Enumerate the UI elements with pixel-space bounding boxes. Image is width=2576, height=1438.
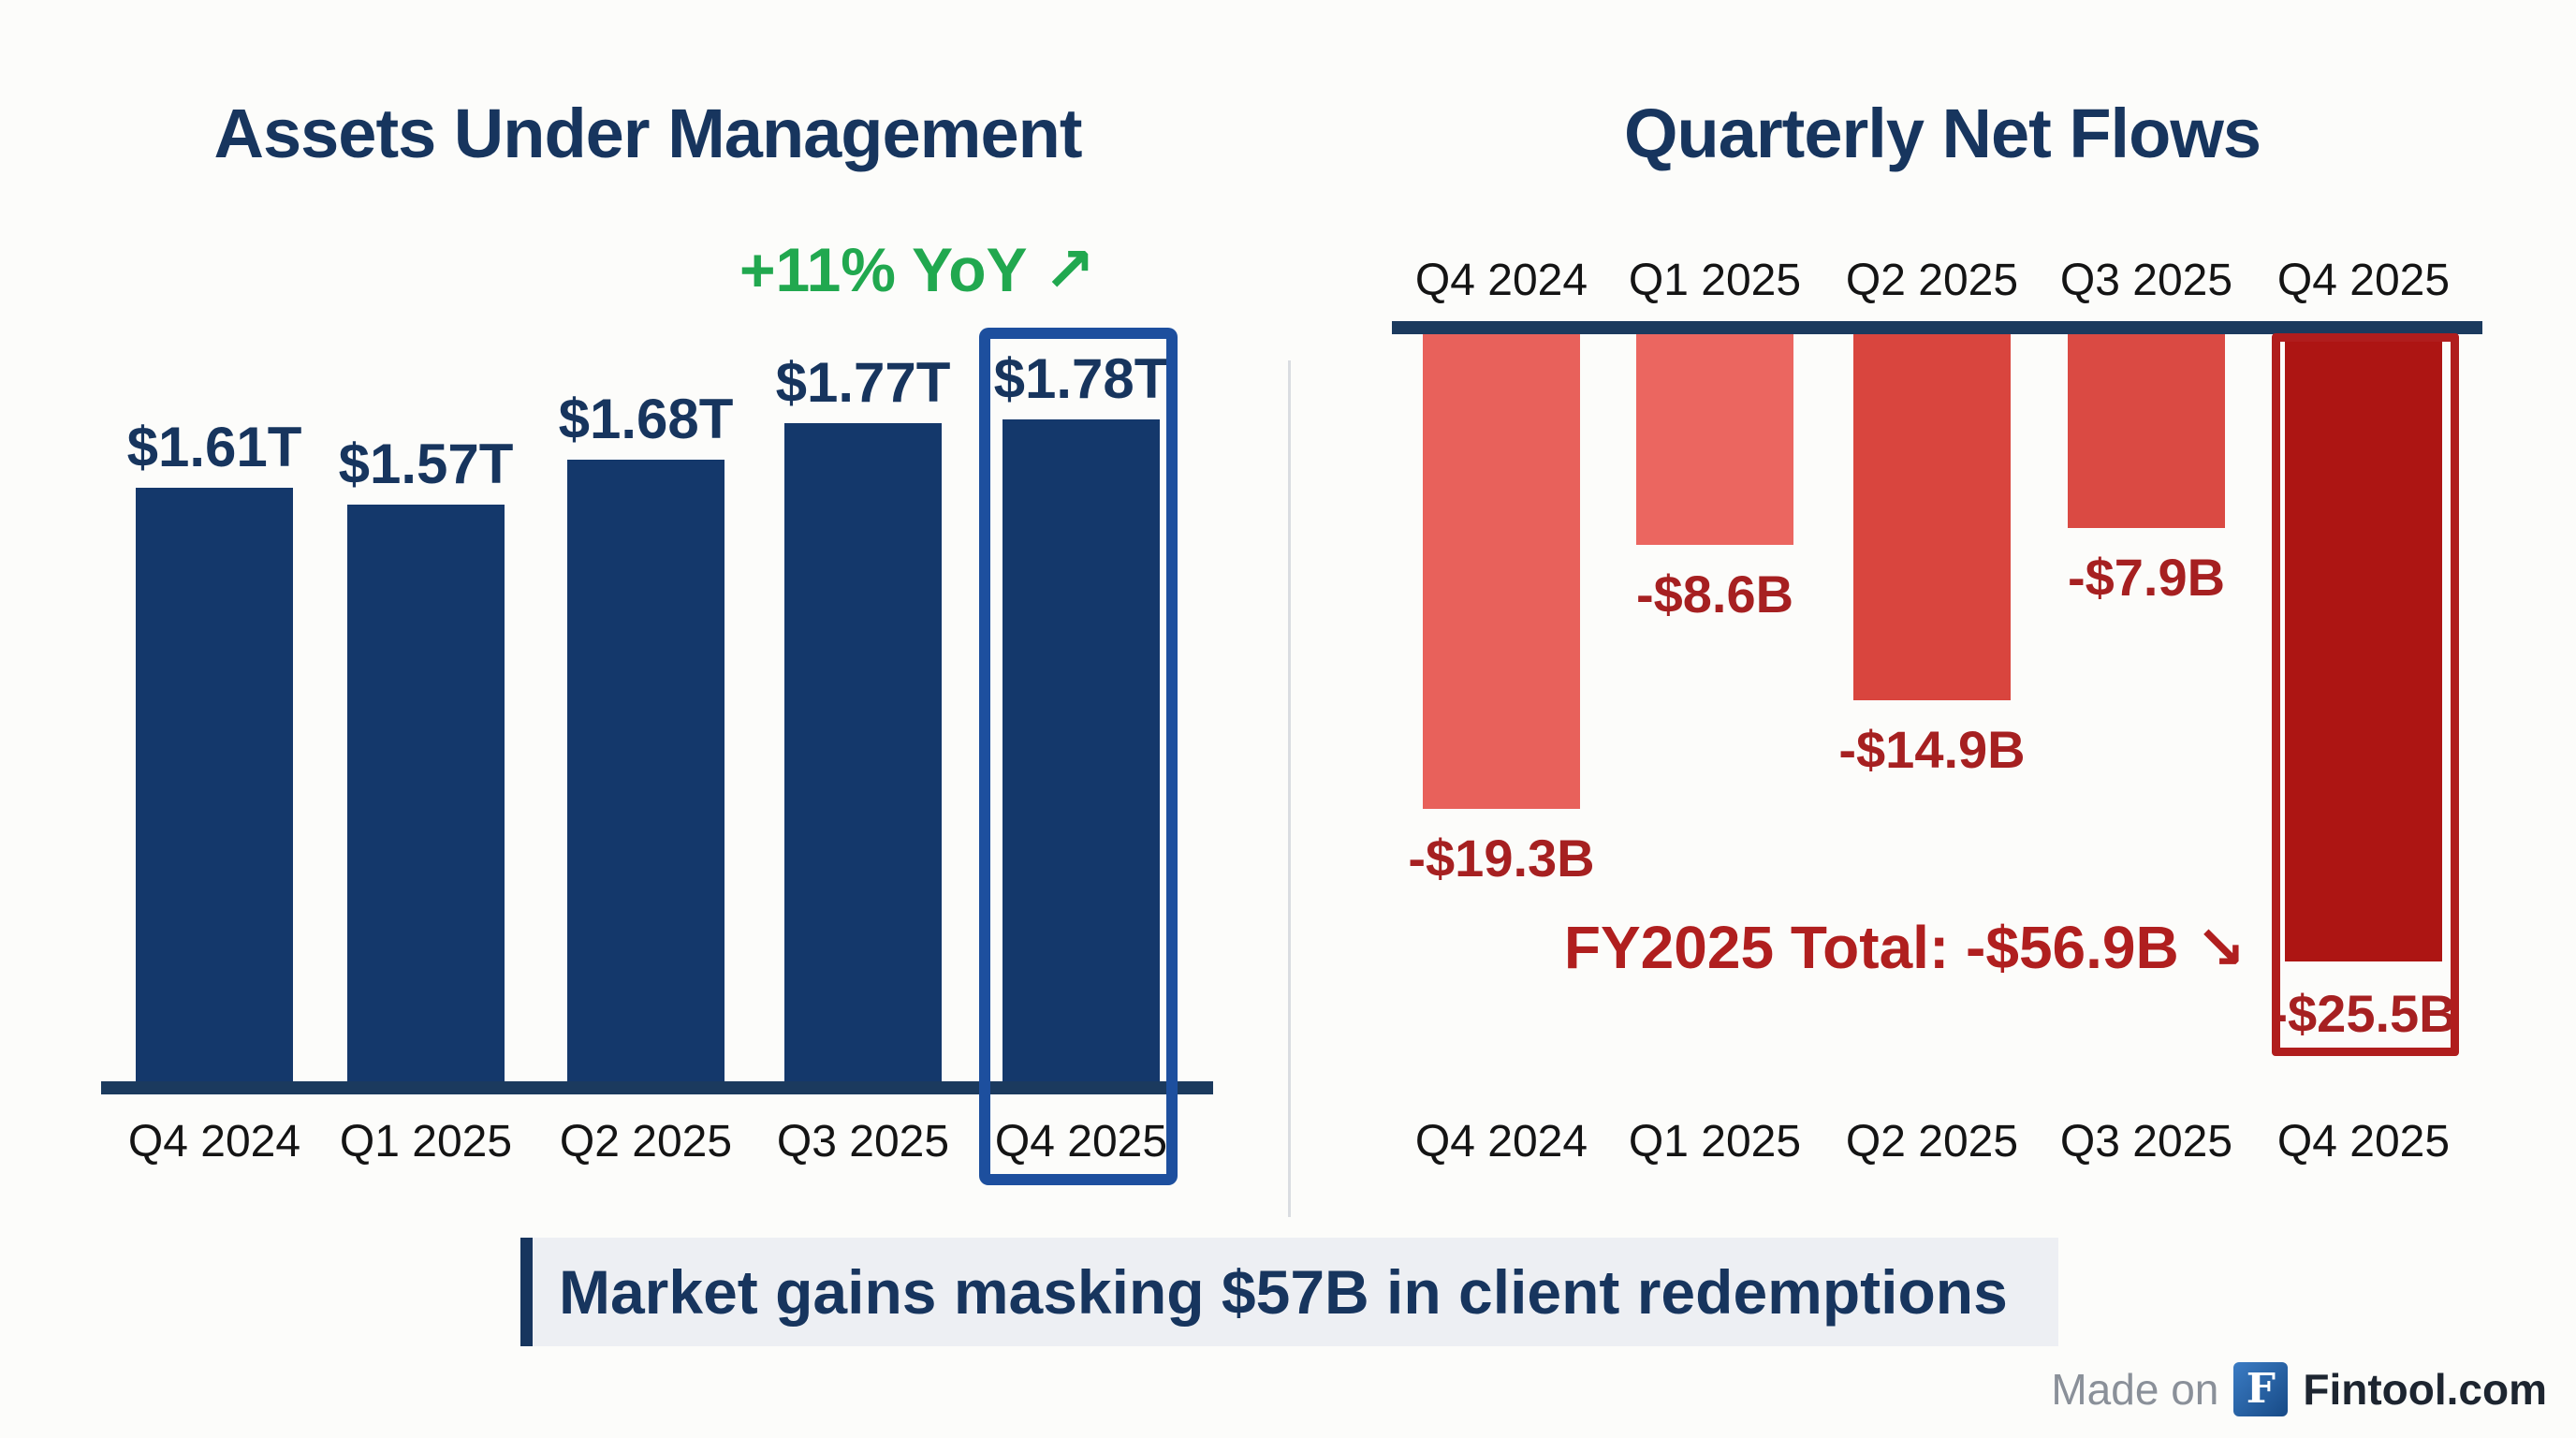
- flow-value-label: -$14.9B: [1838, 720, 2026, 779]
- aum-category-label: Q4 2024: [127, 1117, 301, 1167]
- center-divider: [1288, 360, 1291, 1217]
- aum-bar-q4-2024: [136, 488, 293, 1086]
- flow-bottom-category-label: Q4 2025: [2276, 1117, 2451, 1167]
- fy2025-total-annotation: FY2025 Total: -$56.9B ↘: [1563, 914, 2247, 981]
- aum-category-label: Q2 2025: [559, 1117, 733, 1167]
- left-chart-title: Assets Under Management: [213, 95, 1083, 172]
- flow-bottom-category-label: Q1 2025: [1628, 1117, 1802, 1167]
- aum-bar-q2-2025: [567, 460, 724, 1086]
- aum-category-label: Q4 2025: [994, 1117, 1168, 1167]
- flow-value-label: -$7.9B: [2067, 548, 2226, 607]
- flow-bar-q2-2025: [1853, 333, 2011, 700]
- key-takeaway-callout: Market gains masking $57B in client rede…: [520, 1238, 2058, 1346]
- flow-value-label: -$19.3B: [1408, 829, 1595, 888]
- aum-value-label: $1.78T: [993, 347, 1169, 410]
- left-x-axis-line: [101, 1081, 1213, 1094]
- aum-category-label: Q1 2025: [339, 1117, 513, 1167]
- aum-bar-q4-2025: [1003, 419, 1160, 1086]
- flow-bottom-category-label: Q4 2024: [1414, 1117, 1588, 1167]
- aum-value-label: $1.77T: [775, 351, 951, 414]
- flow-bar-q1-2025: [1636, 333, 1793, 545]
- flow-top-category-label: Q4 2024: [1414, 256, 1588, 305]
- aum-bar-q3-2025: [784, 423, 942, 1086]
- flow-value-label: -$8.6B: [1635, 565, 1794, 624]
- aum-value-label: $1.57T: [338, 433, 514, 495]
- aum-bar-q1-2025: [347, 505, 505, 1086]
- fintool-logo-icon: F: [2233, 1362, 2289, 1416]
- right-chart-title: Quarterly Net Flows: [1623, 95, 2261, 172]
- flow-top-category-label: Q1 2025: [1628, 256, 1802, 305]
- aum-value-label: $1.68T: [558, 388, 734, 450]
- flow-value-label: -$25.5B: [2270, 984, 2457, 1043]
- made-on-label: Made on: [2051, 1365, 2219, 1414]
- fintool-brand-link[interactable]: Fintool.com: [2303, 1365, 2547, 1414]
- right-x-axis-line: [1392, 321, 2482, 334]
- flow-top-category-label: Q2 2025: [1845, 256, 2019, 305]
- fintool-logo-letter: F: [2246, 1365, 2276, 1413]
- q4-2025-aum-highlight-box: [979, 328, 1178, 1185]
- flow-bar-q4-2024: [1423, 333, 1580, 809]
- flow-bottom-category-label: Q2 2025: [1845, 1117, 2019, 1167]
- footer-attribution: Made on F Fintool.com: [2051, 1362, 2547, 1416]
- flow-bottom-category-label: Q3 2025: [2059, 1117, 2233, 1167]
- flow-top-category-label: Q3 2025: [2059, 256, 2233, 305]
- yoy-growth-badge: +11% YoY ↗: [739, 235, 1096, 304]
- aum-value-label: $1.61T: [126, 416, 302, 478]
- flow-bar-q3-2025: [2068, 333, 2225, 528]
- flow-bar-q4-2025: [2285, 333, 2442, 961]
- q4-2025-flows-highlight-box: [2272, 333, 2459, 1056]
- aum-category-label: Q3 2025: [776, 1117, 950, 1167]
- key-takeaway-text: Market gains masking $57B in client rede…: [559, 1257, 2008, 1327]
- net-flows-bar-chart: -$19.3B Q4 2024 Q4 2024 -$8.6B Q1 2025 Q1 202…: [1408, 256, 2456, 1167]
- aum-bar-chart: $1.61T Q4 2024 $1.57T Q1 2025 $1.68T Q2 2025 $…: [126, 347, 1169, 1167]
- flow-top-category-label: Q4 2025: [2276, 256, 2451, 305]
